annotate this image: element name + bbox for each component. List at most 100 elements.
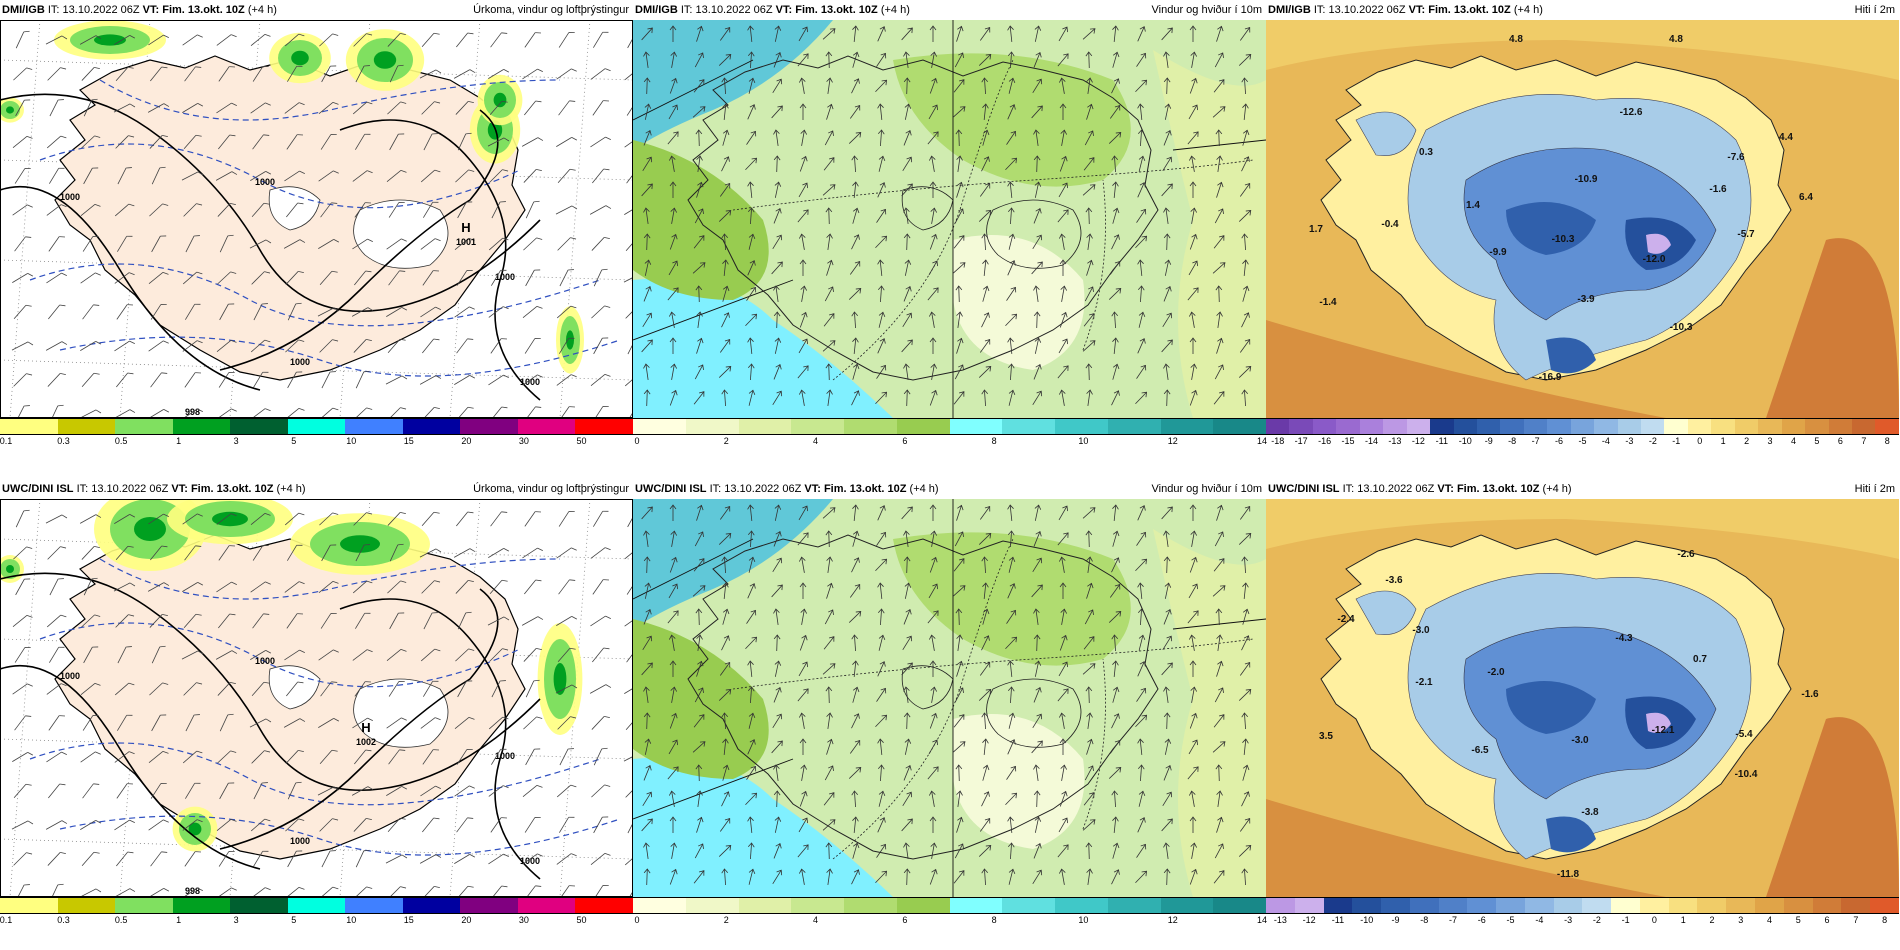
wind-arrow [825, 363, 833, 381]
graticule-line [9, 499, 41, 897]
wind-barb [151, 714, 167, 732]
precip-area [134, 517, 166, 541]
wind-barb [217, 682, 236, 696]
wind-arrow [982, 738, 989, 755]
colorbar-swatch [1711, 419, 1735, 434]
wind-barb [525, 679, 540, 698]
lead-time: (+4 h) [276, 483, 306, 495]
vt-label: VT: [804, 483, 821, 495]
colorbar-tick-label: -3 [1564, 915, 1573, 925]
it-label: IT: [1342, 483, 1355, 495]
colorbar-swatch [1783, 898, 1813, 913]
wind-arrow [1216, 660, 1224, 677]
wind-arrow [1214, 208, 1224, 224]
wind-arrow [1164, 103, 1172, 120]
colorbar-tick-label: 10 [346, 436, 357, 446]
wind-arrow [1006, 286, 1017, 301]
wind-arrow [978, 688, 992, 701]
colorbar-tick-label: 14 [1256, 915, 1268, 925]
wind-barb [182, 513, 203, 525]
wind-barb [82, 783, 100, 799]
wind-arrow [1007, 337, 1014, 354]
glacier-outline [268, 186, 321, 231]
wind-arrow [823, 313, 835, 327]
wind-arrow [748, 389, 756, 406]
wind-barb [218, 613, 236, 629]
wind-barb [182, 340, 203, 352]
vt-value: Fim. 13.okt. 10Z [190, 483, 274, 495]
colorbar-tick-label: 10 [346, 915, 357, 925]
wind-arrow [1238, 532, 1252, 545]
wind-arrow [799, 311, 808, 328]
colorbar-tick-label: -5 [1506, 915, 1515, 925]
it-value: 13.10.2022 06Z [91, 483, 169, 495]
wind-barb [559, 269, 574, 287]
wind-arrow [851, 390, 860, 406]
wind-arrow [719, 338, 731, 353]
wind-arrow [930, 842, 938, 859]
colorbar-tick-label: 15 [403, 436, 414, 446]
wind-barb [557, 237, 577, 251]
wind-barb [181, 650, 204, 660]
wind-arrow [798, 868, 806, 885]
temperature-value: 4.8 [1669, 34, 1683, 45]
wind-arrow [718, 844, 732, 857]
wind-arrow [929, 868, 938, 885]
wind-barb [591, 237, 610, 251]
wind-arrow [722, 103, 729, 120]
wind-barb [321, 371, 336, 389]
wind-arrow [643, 51, 650, 68]
wind-arrow [1136, 843, 1147, 858]
high-pressure-letter: H [461, 220, 470, 235]
colorbar-ticks: 0.1 0.3 0.5 1 3 5 10 15 20 30 50 [0, 914, 633, 928]
wind-barb [389, 612, 405, 630]
wind-arrow [903, 233, 911, 251]
wind-arrow [719, 26, 731, 41]
wind-barb [386, 648, 407, 661]
wind-arrow [1007, 260, 1016, 276]
wind-arrow [668, 260, 678, 276]
wind-arrow [644, 582, 652, 599]
wind-arrow [696, 311, 703, 328]
wind-barb [592, 168, 610, 184]
isobar-label: 1000 [520, 377, 540, 387]
wind-barb [355, 544, 370, 562]
wind-arrow [826, 712, 833, 729]
wind-arrow [696, 634, 703, 651]
wind-barb [320, 613, 337, 629]
wind-barb [148, 513, 169, 525]
wind-arrow [956, 816, 964, 833]
wind-barb [49, 167, 65, 184]
wind-barb [590, 68, 611, 80]
wind-arrow [747, 583, 756, 599]
wind-arrow [774, 337, 782, 354]
wind-arrow [1058, 338, 1068, 354]
wind-arrow [1238, 688, 1252, 701]
colorbar-swatch [1002, 419, 1055, 434]
wind-barb [117, 714, 133, 731]
colorbar-swatch [1875, 419, 1899, 434]
wind-arrow [1057, 688, 1069, 702]
colorbar-tick-label: 0 [1651, 915, 1657, 925]
wind-arrow [1057, 365, 1069, 379]
colorbar-tick-label: -4 [1601, 436, 1610, 446]
wind-arrow [745, 313, 758, 327]
wind-barb [490, 817, 508, 833]
wind-barb [389, 543, 404, 562]
wind-barb [456, 338, 474, 354]
wind-arrow [1239, 338, 1251, 353]
colorbar-tick-label: 1 [1680, 915, 1686, 925]
wind-barb [559, 816, 575, 833]
wind-arrow [822, 663, 836, 675]
colorbar-tick-label: 20 [461, 915, 472, 925]
wind-arrow [1086, 233, 1093, 250]
wind-arrow [1032, 713, 1043, 728]
wind-barb [216, 818, 237, 831]
wind-arrow [643, 530, 650, 547]
wind-arrow [929, 504, 937, 521]
wind-arrow [1005, 636, 1018, 650]
wind-arrow [1033, 51, 1042, 68]
wind-arrow [1007, 739, 1016, 755]
wind-arrow [981, 868, 989, 886]
wind-arrow [1214, 52, 1224, 68]
